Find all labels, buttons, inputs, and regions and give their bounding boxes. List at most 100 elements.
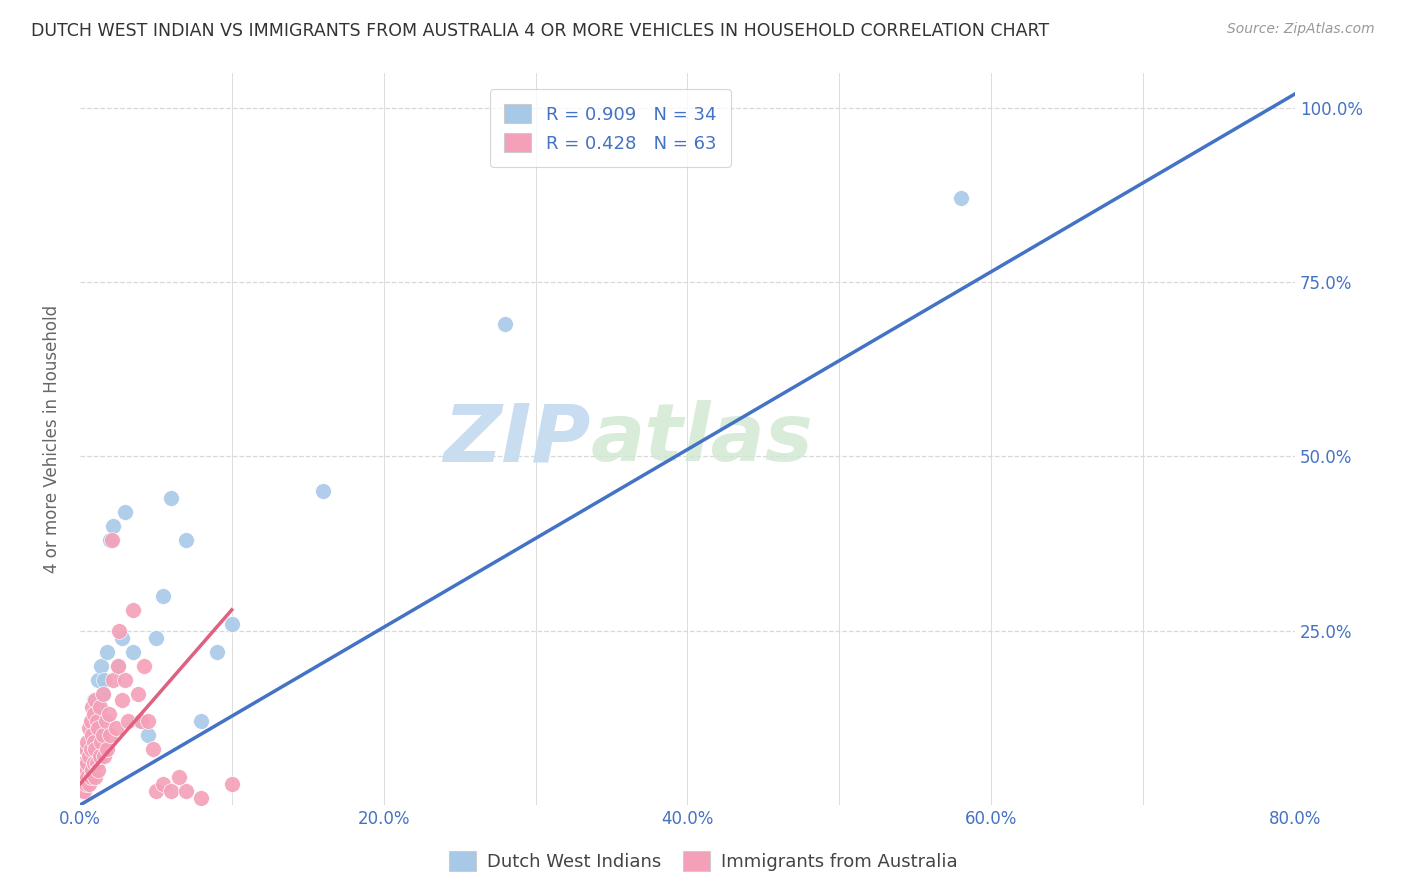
Text: Source: ZipAtlas.com: Source: ZipAtlas.com (1227, 22, 1375, 37)
Point (97, 707, 120, 722)
Point (75, 756, 97, 771)
Point (136, 714, 159, 729)
Point (167, 770, 190, 784)
Point (73, 784, 96, 798)
Point (122, 645, 145, 659)
Point (70, 770, 93, 784)
Point (94, 714, 117, 729)
Point (160, 784, 183, 798)
Point (73, 756, 96, 771)
Point (145, 784, 167, 798)
Point (132, 658, 155, 673)
Point (83, 693, 105, 707)
Point (205, 645, 228, 659)
Point (80, 763, 103, 777)
Point (142, 742, 165, 756)
Point (91, 728, 114, 742)
Point (80, 728, 103, 742)
Point (312, 484, 335, 499)
Point (174, 533, 197, 548)
Point (93, 749, 115, 764)
Text: DUTCH WEST INDIAN VS IMMIGRANTS FROM AUSTRALIA 4 OR MORE VEHICLES IN HOUSEHOLD C: DUTCH WEST INDIAN VS IMMIGRANTS FROM AUS… (31, 22, 1049, 40)
Point (87, 763, 110, 777)
Point (76, 756, 98, 771)
Text: ZIP: ZIP (443, 400, 591, 478)
Point (98, 533, 121, 548)
Point (86, 700, 108, 714)
Point (129, 714, 152, 729)
Point (83, 756, 105, 771)
Point (84, 742, 107, 756)
Point (77, 722, 100, 736)
Point (111, 631, 134, 645)
Point (79, 770, 101, 784)
Point (75, 742, 97, 756)
Point (77, 763, 100, 777)
Point (79, 714, 101, 729)
Point (190, 791, 212, 805)
Point (86, 714, 108, 729)
Point (75, 763, 97, 777)
Point (87, 722, 110, 736)
Point (91, 686, 114, 700)
Point (83, 707, 105, 722)
Point (89, 714, 111, 729)
Point (70, 784, 93, 798)
Point (80, 714, 103, 729)
Point (89, 700, 111, 714)
Legend: R = 0.909   N = 34, R = 0.428   N = 63: R = 0.909 N = 34, R = 0.428 N = 63 (489, 89, 731, 167)
Point (152, 589, 174, 603)
Point (79, 742, 101, 756)
Point (103, 519, 125, 533)
Point (114, 673, 136, 687)
Point (160, 491, 183, 506)
Legend: Dutch West Indians, Immigrants from Australia: Dutch West Indians, Immigrants from Aust… (441, 844, 965, 879)
Point (190, 714, 212, 729)
Point (90, 735, 112, 749)
Point (76, 742, 98, 756)
Point (93, 673, 115, 687)
Point (122, 603, 145, 617)
Point (76, 770, 98, 784)
Point (72, 763, 94, 777)
Point (127, 686, 149, 700)
Point (77, 749, 100, 764)
Point (84, 693, 107, 707)
Point (72, 763, 94, 777)
Point (83, 735, 105, 749)
Point (145, 631, 167, 645)
Point (108, 624, 131, 638)
Point (79, 728, 101, 742)
Point (949, 192, 972, 206)
Point (105, 722, 128, 736)
Point (84, 742, 107, 756)
Text: atlas: atlas (591, 400, 813, 478)
Point (91, 686, 114, 700)
Point (494, 317, 516, 331)
Point (89, 749, 111, 764)
Point (103, 673, 125, 687)
Point (111, 693, 134, 707)
Point (117, 714, 139, 729)
Point (86, 756, 108, 771)
Point (73, 770, 96, 784)
Point (152, 777, 174, 791)
Point (221, 777, 243, 791)
Point (107, 658, 129, 673)
Point (77, 777, 100, 791)
Point (87, 673, 110, 687)
Point (76, 735, 98, 749)
Y-axis label: 4 or more Vehicles in Household: 4 or more Vehicles in Household (44, 305, 60, 573)
Point (100, 533, 122, 548)
Point (107, 658, 129, 673)
Point (80, 700, 103, 714)
Point (98, 728, 121, 742)
Point (73, 770, 96, 784)
Point (96, 742, 118, 756)
Point (75, 777, 97, 791)
Point (129, 714, 152, 729)
Point (96, 645, 118, 659)
Point (136, 728, 159, 742)
Point (174, 784, 197, 798)
Point (221, 616, 243, 631)
